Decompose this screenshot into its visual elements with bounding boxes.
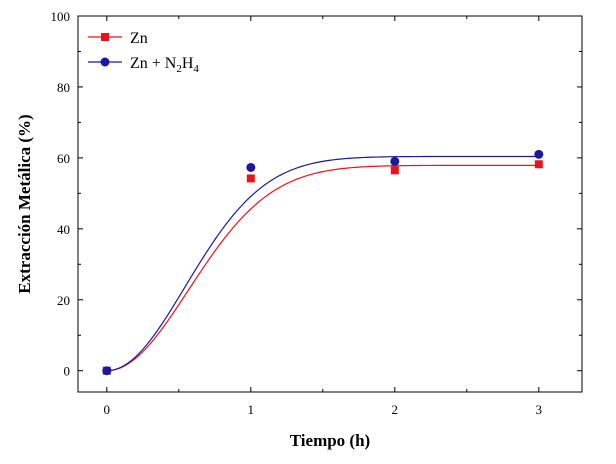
- y-tick-label: 0: [64, 364, 71, 379]
- point-series-1: [246, 162, 256, 172]
- y-tick-label: 60: [57, 151, 70, 166]
- point-series-1: [390, 156, 400, 166]
- point-series-0: [534, 160, 543, 169]
- x-axis-title: Tiempo (h): [290, 431, 370, 450]
- point-series-1: [534, 149, 544, 159]
- fit-curves: [106, 155, 539, 372]
- y-tick-label: 40: [57, 222, 70, 237]
- y-tick-label: 20: [57, 293, 70, 308]
- legend-label-subscript: 2: [176, 63, 182, 75]
- point-series-0: [246, 174, 255, 183]
- y-axis-title: Extracción Metálica (%): [15, 114, 34, 293]
- legend-label-zn-n2h4: Zn + N2H4: [130, 55, 199, 75]
- x-tick-label: 3: [536, 402, 543, 417]
- x-tick-label: 1: [248, 402, 255, 417]
- data-markers: [102, 149, 544, 376]
- legend: Zn Zn + N2H4: [88, 30, 199, 75]
- legend-marker-zn-n2h4: [100, 57, 110, 67]
- legend-label-subscript: 4: [193, 63, 199, 75]
- legend-label-zn: Zn: [130, 30, 148, 47]
- x-tick-label: 0: [104, 402, 111, 417]
- legend-marker-zn: [101, 33, 109, 41]
- x-tick-label: 2: [392, 402, 399, 417]
- axis-ticks: 0 1 2 3 0 20 40 60 80 100: [51, 9, 582, 417]
- point-series-0: [390, 166, 399, 175]
- fit-curve-1: [106, 155, 539, 372]
- legend-entry-zn-n2h4: Zn + N2H4: [88, 55, 199, 75]
- y-tick-label: 100: [51, 9, 71, 24]
- point-series-1: [102, 366, 112, 376]
- legend-entry-zn: Zn: [88, 30, 148, 47]
- plot-frame: [77, 15, 583, 393]
- y-tick-label: 80: [57, 80, 70, 95]
- legend-label-part: Zn + N: [130, 55, 177, 72]
- legend-label-part: H: [182, 55, 194, 72]
- fit-curve-0: [106, 164, 539, 372]
